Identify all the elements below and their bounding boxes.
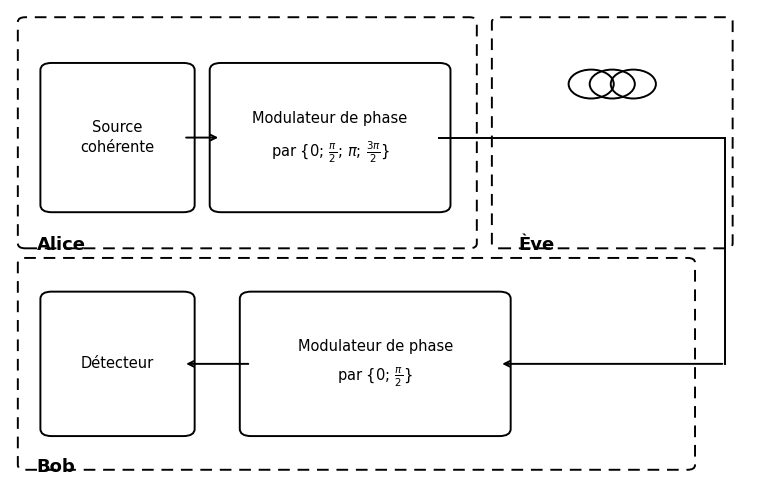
FancyBboxPatch shape xyxy=(18,258,695,470)
Text: Alice: Alice xyxy=(36,236,86,254)
Text: Bob: Bob xyxy=(36,458,75,476)
Text: Modulateur de phase
par $\{0;\,\frac{\pi}{2};\,\pi;\,\frac{3\pi}{2}\}$: Modulateur de phase par $\{0;\,\frac{\pi… xyxy=(252,111,408,165)
FancyBboxPatch shape xyxy=(240,292,511,436)
Text: Source
cohérente: Source cohérente xyxy=(80,120,155,155)
Text: Modulateur de phase
par $\{0;\,\frac{\pi}{2}\}$: Modulateur de phase par $\{0;\,\frac{\pi… xyxy=(298,339,453,389)
FancyBboxPatch shape xyxy=(210,63,450,212)
FancyBboxPatch shape xyxy=(40,63,195,212)
FancyBboxPatch shape xyxy=(40,292,195,436)
Text: Détecteur: Détecteur xyxy=(81,356,154,372)
Text: Ève: Ève xyxy=(518,236,554,254)
FancyBboxPatch shape xyxy=(492,17,733,248)
FancyBboxPatch shape xyxy=(18,17,477,248)
